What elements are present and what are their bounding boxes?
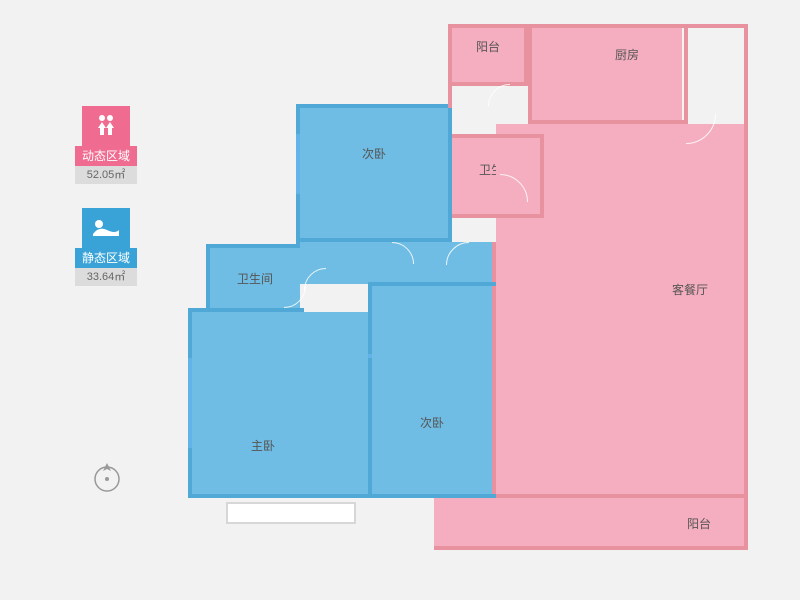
wall [744,24,748,550]
wall [188,308,208,312]
room-corridor [300,242,492,284]
wall [452,82,528,86]
room-balcony_bottom: 阳台 [434,498,744,548]
legend-dynamic-label: 动态区域 [75,146,137,166]
room-label: 卫生间 [237,270,273,287]
wall [540,134,544,216]
wall [296,104,448,108]
wall [448,108,452,242]
wall [528,24,532,124]
room-label: 主卧 [251,437,275,454]
room-label: 厨房 [615,46,639,63]
room-bed2_bottom: 次卧 [372,286,492,498]
wall [448,214,544,218]
room-bath_blue: 卫生间 [210,248,300,308]
legend-dynamic-value: 52.05㎡ [75,166,137,184]
wall [434,546,748,550]
wall [206,244,300,248]
room-balcony_top: 阳台 [452,24,524,84]
wall [368,282,496,286]
wall [372,494,496,498]
room-bed2_top: 次卧 [300,108,448,238]
legend-dynamic: 动态区域 52.05㎡ [75,106,137,184]
dynamic-zone-icon [82,106,130,146]
window-mark [188,358,192,448]
wall [296,238,452,242]
wall [206,308,302,312]
slab [226,502,356,524]
room-label: 客餐厅 [672,281,708,298]
wall [684,24,688,124]
room-label: 次卧 [420,414,444,431]
wall [188,494,372,498]
wall [448,24,748,28]
wall [528,120,688,124]
wall [368,282,372,498]
wall [448,134,544,138]
room-bed_master: 主卧 [188,312,368,498]
wall [492,242,496,498]
static-zone-icon [82,208,130,248]
window-mark [368,354,372,358]
room-label: 阳台 [687,515,711,532]
wall [206,244,210,312]
legend: 动态区域 52.05㎡ 静态区域 33.64㎡ [75,106,137,310]
room-label: 次卧 [362,145,386,162]
legend-static-value: 33.64㎡ [75,268,137,286]
floor-plan: 阳台厨房卫生间客餐厅阳台次卧卫生间主卧次卧 [188,24,768,574]
window-mark [296,152,300,192]
room-label: 阳台 [476,38,500,55]
room-kitchen: 厨房 [532,24,682,120]
legend-static: 静态区域 33.64㎡ [75,208,137,286]
compass-icon [90,460,124,499]
door-arc [488,84,532,128]
legend-static-label: 静态区域 [75,248,137,268]
room-living: 客餐厅 [496,124,744,494]
